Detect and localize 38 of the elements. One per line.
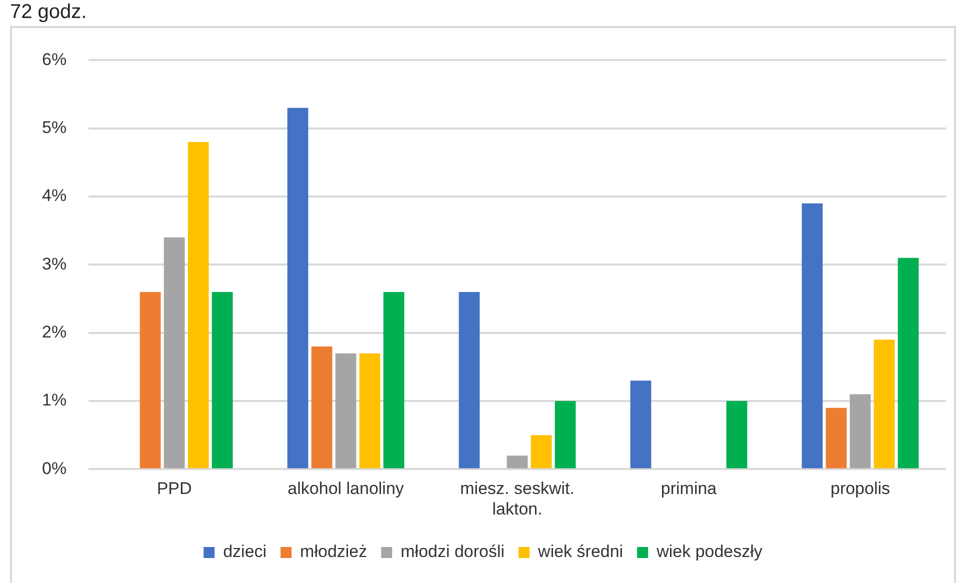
x-tick-label: miesz. seskwit. lakton.	[460, 479, 574, 518]
bar	[826, 408, 847, 468]
bar	[458, 292, 480, 468]
y-tick-label: 0%	[42, 458, 67, 478]
bar	[383, 292, 404, 468]
legend-label: młodzież	[300, 542, 368, 562]
bar	[554, 401, 576, 468]
legend-label: wiek podeszły	[656, 542, 763, 562]
chart-title: 72 godz.	[10, 0, 87, 24]
bar	[898, 258, 919, 468]
bar	[188, 142, 209, 468]
legend-label: młodzi dorośli	[400, 542, 505, 562]
x-tick-label: propolis	[830, 479, 890, 498]
x-tick-label: primina	[660, 479, 718, 498]
bar	[850, 394, 871, 468]
y-tick-label: 6%	[42, 50, 67, 69]
x-tick-label: PPD	[156, 479, 192, 498]
bar	[874, 340, 895, 468]
y-tick-label: 5%	[42, 118, 67, 138]
bar	[140, 292, 161, 468]
bar	[311, 346, 332, 468]
bar	[630, 380, 652, 468]
bar	[359, 353, 380, 468]
bar	[802, 203, 823, 468]
bar	[726, 401, 748, 468]
bar	[506, 456, 528, 468]
y-tick-label: 4%	[42, 186, 67, 206]
y-tick-label: 1%	[42, 390, 67, 410]
legend-label: dzieci	[223, 542, 267, 562]
y-tick-label: 2%	[42, 322, 67, 342]
legend-label: wiek średni	[537, 542, 624, 562]
y-tick-label: 3%	[42, 254, 67, 274]
bar	[287, 108, 308, 468]
bar	[212, 292, 233, 468]
bar	[335, 353, 356, 468]
bar	[164, 237, 185, 468]
bar	[530, 435, 552, 468]
x-tick-label: alkohol lanoliny	[288, 479, 404, 498]
